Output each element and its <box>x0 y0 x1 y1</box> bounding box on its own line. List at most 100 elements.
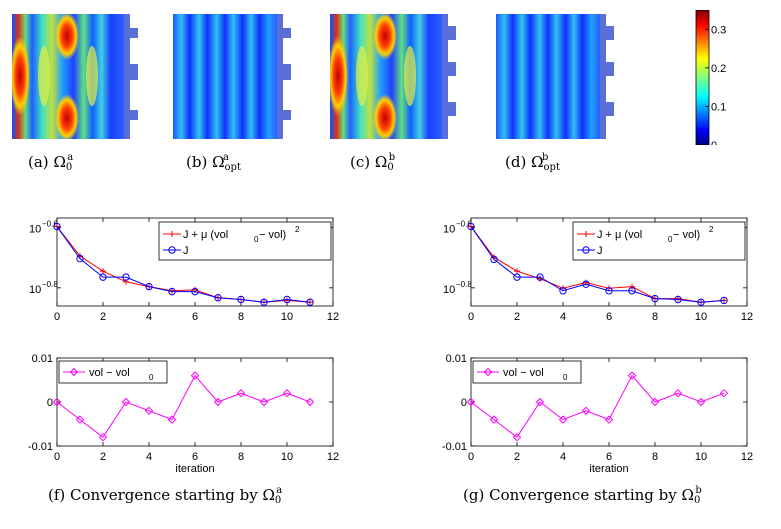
x-tick-label: 2 <box>100 311 106 323</box>
x-tick-label: 12 <box>741 451 753 463</box>
x-tick-label: 6 <box>192 311 198 323</box>
data-point <box>237 295 245 304</box>
data-point <box>98 432 108 442</box>
legend-subscript: 0 <box>668 235 673 244</box>
field-caption-c: (c) Ω0b <box>350 152 396 173</box>
colorbar-tick-label: 0.1 <box>711 101 726 113</box>
data-point <box>213 397 223 407</box>
data-point <box>627 371 637 380</box>
data-point <box>720 296 728 305</box>
colorbar-tick-label: 0.2 <box>711 63 726 75</box>
data-point <box>604 415 614 424</box>
y-tick-exponent: −0.6 <box>456 219 472 228</box>
data-point <box>697 298 705 306</box>
data-point <box>629 283 635 290</box>
y-tick-label: 0.01 <box>32 353 53 365</box>
x-tick-label: 10 <box>281 451 293 463</box>
x-tick-label: 4 <box>560 311 566 323</box>
legend-marker <box>583 231 589 237</box>
x-tick-label: 8 <box>652 451 658 463</box>
x-tick-label: 4 <box>560 451 566 463</box>
x-tick-label: 4 <box>146 451 152 463</box>
x-tick-label: 8 <box>238 311 244 323</box>
data-point <box>259 397 269 407</box>
data-point <box>145 282 153 291</box>
x-tick-label: 6 <box>606 451 612 463</box>
colorbar-tick-label: 0.3 <box>711 24 726 36</box>
x-axis-label: iteration <box>175 463 214 475</box>
x-tick-label: 10 <box>695 311 707 323</box>
data-point <box>54 223 60 230</box>
data-point <box>490 255 498 264</box>
x-tick-label: 10 <box>695 451 707 463</box>
x-tick-label: 8 <box>652 311 658 323</box>
legend-subscript: 0 <box>563 373 568 382</box>
data-point <box>75 415 85 424</box>
field-image-b <box>165 14 295 139</box>
y-tick-exponent: −0.6 <box>42 219 58 228</box>
field-image-d <box>488 14 618 139</box>
y-tick-label: -0.01 <box>28 441 53 453</box>
colorbar: 0 0.1 0.2 0.3 <box>680 9 750 152</box>
colorbar-tick-label: 0 <box>711 140 717 145</box>
series-line <box>56 374 311 438</box>
data-point <box>536 273 544 281</box>
data-point <box>123 278 129 285</box>
legend-label: vol − vol <box>503 367 544 379</box>
data-point <box>582 280 590 288</box>
data-point <box>167 415 177 424</box>
data-point <box>306 298 314 306</box>
legend-box <box>158 221 332 261</box>
series-line <box>470 374 725 438</box>
x-tick-label: 0 <box>468 451 474 463</box>
x-tick-label: 10 <box>281 311 293 323</box>
x-tick-label: 8 <box>238 451 244 463</box>
y-tick-label: 10 <box>29 223 41 235</box>
field-image-a <box>10 12 142 142</box>
colorbar-gradient <box>695 9 710 146</box>
legend-label: J + μ (vol <box>183 229 228 241</box>
field-caption-a: (a) Ω0a <box>28 152 74 173</box>
panel-caption-f: (f) Convergence starting by Ω0a <box>48 485 283 506</box>
data-point <box>99 273 107 281</box>
data-point <box>489 415 499 424</box>
y-tick-label: 0 <box>461 397 467 409</box>
x-tick-label: 2 <box>514 311 520 323</box>
legend-marker <box>582 246 590 254</box>
data-point <box>76 254 84 263</box>
legend-label: J + μ (vol <box>597 229 642 241</box>
y-tick-label: 0.01 <box>446 353 467 365</box>
legend-box <box>472 360 582 384</box>
x-tick-label: 2 <box>514 451 520 463</box>
y-tick-exponent: −0.8 <box>42 280 58 289</box>
legend-marker <box>69 367 79 377</box>
data-point <box>236 388 246 398</box>
legend-label: vol − vol <box>89 367 130 379</box>
data-point <box>559 287 567 295</box>
x-tick-label: 0 <box>54 311 60 323</box>
data-point <box>673 388 683 398</box>
y-tick-exponent: −0.8 <box>456 280 472 289</box>
data-point <box>650 397 660 407</box>
field-caption-d: (d) Ωoptb <box>505 152 560 173</box>
data-point <box>260 298 268 306</box>
data-point <box>100 268 106 275</box>
data-point <box>535 397 545 407</box>
x-tick-label: 6 <box>606 311 612 323</box>
legend-label: − vol) <box>673 229 700 241</box>
field-image-c <box>328 12 460 142</box>
data-point <box>467 222 475 231</box>
legend-subscript: 0 <box>254 235 259 244</box>
field-caption-b: (b) Ωopta <box>186 152 241 173</box>
legend-marker <box>168 246 176 254</box>
data-point <box>168 287 176 296</box>
x-tick-label: 0 <box>468 311 474 323</box>
y-tick-label: 0 <box>47 397 53 409</box>
legend-box <box>58 360 168 384</box>
x-tick-label: 12 <box>327 451 339 463</box>
legend-label: − vol) <box>259 229 286 241</box>
